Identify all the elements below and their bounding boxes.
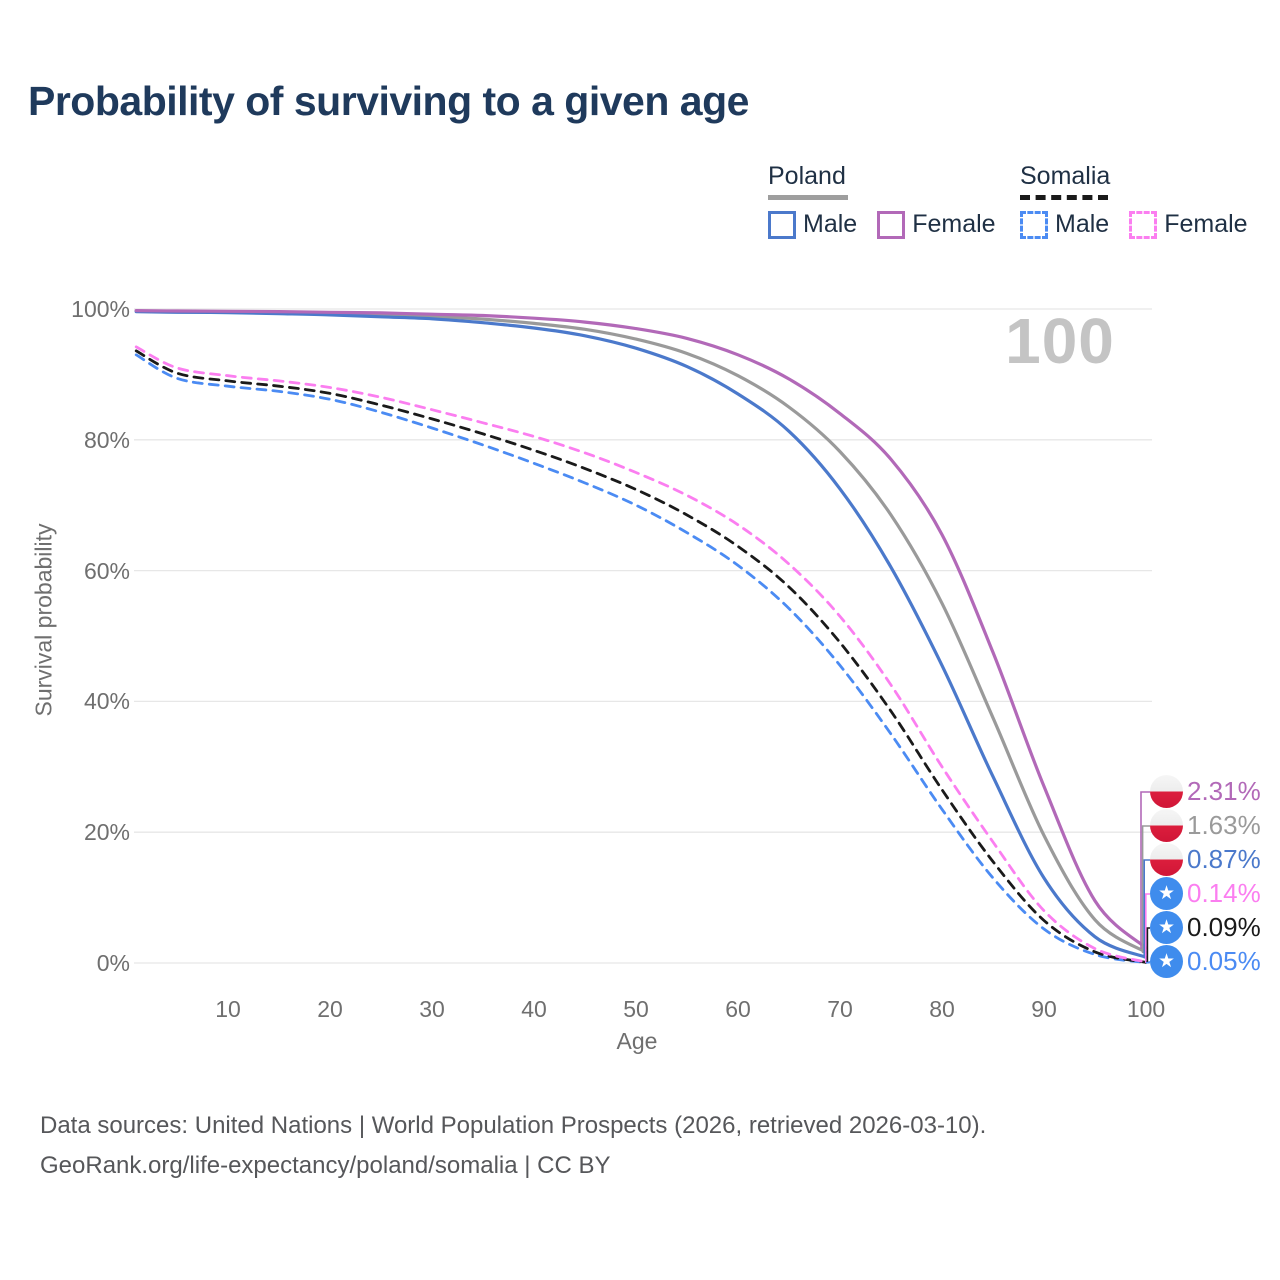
legend-item-poland-female[interactable]: Female xyxy=(877,210,996,239)
somalia-all-line xyxy=(134,349,1148,964)
y-axis-title: Survival probability xyxy=(30,523,57,717)
somalia-female-swatch-icon xyxy=(1129,210,1158,239)
legend-somalia-underline xyxy=(1020,195,1108,200)
somalia-flag-icon: ★ xyxy=(1150,911,1183,944)
x-tick-80: 80 xyxy=(929,996,955,1022)
x-tick-100: 100 xyxy=(1126,996,1166,1022)
somalia-female-line xyxy=(134,345,1148,964)
footer: Data sources: United Nations | World Pop… xyxy=(40,1106,986,1186)
y-tick-60%: 60% xyxy=(83,557,130,584)
poland-female-end-label: 2.31% xyxy=(1150,775,1261,808)
legend-item-somalia-male[interactable]: Male xyxy=(1020,210,1109,239)
poland-flag-icon xyxy=(1150,809,1183,842)
x-tick-30: 30 xyxy=(419,996,445,1022)
end-value-label: 0.14% xyxy=(1187,878,1261,908)
legend-item-somalia-female[interactable]: Female xyxy=(1129,210,1248,239)
poland-all-line xyxy=(134,309,1148,954)
x-tick-90: 90 xyxy=(1031,996,1057,1022)
x-tick-70: 70 xyxy=(827,996,853,1022)
legend-item-label: Female xyxy=(1164,210,1248,238)
end-value-label: 0.05% xyxy=(1187,946,1261,976)
legend-item-label: Female xyxy=(912,210,996,238)
x-tick-10: 10 xyxy=(215,996,241,1022)
somalia-female-end-label: ★ 0.14% xyxy=(1150,877,1261,910)
somalia-flag-icon: ★ xyxy=(1150,877,1183,910)
y-tick-0%: 0% xyxy=(96,950,130,976)
page-title: Probability of surviving to a given age xyxy=(28,78,749,124)
poland-flag-icon xyxy=(1150,775,1183,808)
somalia-flag-icon: ★ xyxy=(1150,945,1183,978)
poland-flag-icon xyxy=(1150,843,1183,876)
poland-all-end-label: 1.63% xyxy=(1150,809,1261,842)
legend-group-somalia: Somalia Male Female xyxy=(1020,162,1268,239)
x-tick-60: 60 xyxy=(725,996,751,1022)
end-value-label: 1.63% xyxy=(1187,810,1261,840)
somalia-male-line xyxy=(134,353,1148,964)
somalia-male-end-label: ★ 0.05% xyxy=(1150,945,1261,978)
footer-attribution-link[interactable]: GeoRank.org/life-expectancy/poland/somal… xyxy=(40,1152,611,1179)
y-tick-80%: 80% xyxy=(83,426,130,453)
y-tick-100%: 100% xyxy=(71,296,130,322)
legend-group-poland: Poland Male Female xyxy=(768,162,1016,239)
poland-female-line xyxy=(134,309,1148,950)
poland-male-line xyxy=(134,310,1148,959)
somalia-male-leader-line xyxy=(1146,961,1150,964)
x-axis-title: Age xyxy=(616,1028,658,1054)
end-value-label: 0.87% xyxy=(1187,844,1261,874)
x-tick-50: 50 xyxy=(623,996,649,1022)
poland-female-swatch-icon xyxy=(877,210,906,239)
somalia-all-end-label: ★ 0.09% xyxy=(1150,911,1261,944)
poland-male-end-label: 0.87% xyxy=(1150,843,1261,876)
x-tick-20: 20 xyxy=(317,996,343,1022)
legend-item-poland-male[interactable]: Male xyxy=(768,210,857,239)
age-100-annotation: 100 xyxy=(1005,305,1115,377)
legend-item-label: Male xyxy=(1055,210,1110,238)
legend-poland-underline xyxy=(768,195,848,200)
footer-data-sources: Data sources: United Nations | World Pop… xyxy=(40,1112,987,1139)
x-tick-40: 40 xyxy=(521,996,547,1022)
end-value-label: 0.09% xyxy=(1187,912,1261,942)
y-tick-20%: 20% xyxy=(83,819,130,846)
somalia-male-swatch-icon xyxy=(1020,210,1048,239)
somalia-female-leader-line xyxy=(1145,893,1150,963)
y-tick-40%: 40% xyxy=(83,688,130,715)
legend-item-label: Male xyxy=(803,210,858,238)
end-value-label: 2.31% xyxy=(1187,776,1261,806)
legend-somalia-label: Somalia xyxy=(1020,162,1111,190)
poland-male-swatch-icon xyxy=(768,210,796,239)
legend-poland-label: Poland xyxy=(768,162,846,190)
